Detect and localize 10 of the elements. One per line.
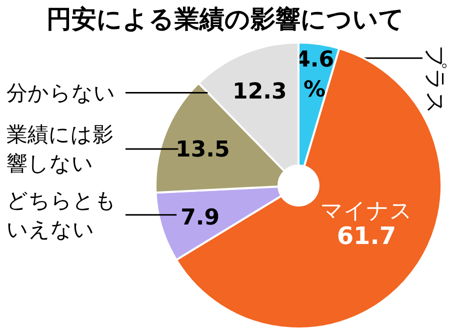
slice-label: 分からない [6, 80, 116, 105]
chart-title: 円安による業績の影響について [46, 4, 404, 34]
data-label: 61.7 [336, 222, 396, 250]
data-label: 13.5 [176, 137, 230, 162]
slice-label: マイナス [320, 198, 412, 224]
slice-label: 業績には影響しない [6, 122, 114, 176]
slice-label: どちらともいえない [6, 188, 116, 242]
data-label: 7.9 [180, 205, 220, 230]
data-label: 12.3 [232, 80, 287, 105]
slice-label: プラス [422, 45, 447, 114]
